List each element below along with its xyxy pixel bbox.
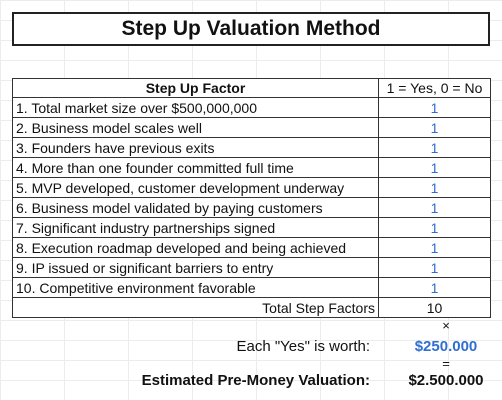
factor-label: 8. Execution roadmap developed and being… (12, 237, 379, 258)
worth-value[interactable]: $250.000 (414, 338, 478, 355)
page-title: Step Up Valuation Method (12, 12, 490, 46)
total-row: Total Step Factors 10 (12, 297, 491, 318)
factor-value[interactable]: 1 (378, 237, 491, 258)
factor-label: 10. Competitive environment favorable (12, 277, 379, 298)
factor-value[interactable]: 1 (378, 257, 491, 278)
table-row: 4. More than one founder committed full … (12, 157, 491, 178)
equals-symbol: = (442, 356, 450, 371)
table-row: 5. MVP developed, customer development u… (12, 177, 491, 198)
header-value: 1 = Yes, 0 = No (378, 78, 491, 98)
factor-value[interactable]: 1 (378, 137, 491, 158)
factor-label: 5. MVP developed, customer development u… (12, 177, 379, 198)
estimate-value: $2.500.000 (408, 372, 484, 389)
table-row: 9. IP issued or significant barriers to … (12, 257, 491, 278)
header-factor: Step Up Factor (12, 78, 379, 98)
table-row: 3. Founders have previous exits 1 (12, 137, 491, 158)
factor-label: 9. IP issued or significant barriers to … (12, 257, 379, 278)
factor-value[interactable]: 1 (378, 277, 491, 298)
table-row: 8. Execution roadmap developed and being… (12, 237, 491, 258)
table-row: 1. Total market size over $500,000,000 1 (12, 97, 491, 118)
factor-label: 7. Significant industry partnerships sig… (12, 217, 379, 238)
estimate-label: Estimated Pre-Money Valuation: (141, 372, 370, 389)
multiply-symbol: × (442, 318, 450, 333)
factor-label: 4. More than one founder committed full … (12, 157, 379, 178)
factor-value[interactable]: 1 (378, 197, 491, 218)
factor-label: 1. Total market size over $500,000,000 (12, 97, 379, 118)
factor-value[interactable]: 1 (378, 117, 491, 138)
table-row: 2. Business model scales well 1 (12, 117, 491, 138)
factor-value[interactable]: 1 (378, 97, 491, 118)
worth-label: Each "Yes" is worth: (236, 338, 371, 355)
table-row: 6. Business model validated by paying cu… (12, 197, 491, 218)
table-row: 7. Significant industry partnerships sig… (12, 217, 491, 238)
factor-value[interactable]: 1 (378, 217, 491, 238)
factor-label: 2. Business model scales well (12, 117, 379, 138)
total-label: Total Step Factors (12, 297, 379, 318)
factor-value[interactable]: 1 (378, 157, 491, 178)
total-value: 10 (378, 297, 491, 318)
factor-label: 6. Business model validated by paying cu… (12, 197, 379, 218)
step-up-factors-table: Step Up Factor 1 = Yes, 0 = No 1. Total … (12, 78, 491, 318)
factor-value[interactable]: 1 (378, 177, 491, 198)
table-row: 10. Competitive environment favorable 1 (12, 277, 491, 298)
table-header-row: Step Up Factor 1 = Yes, 0 = No (12, 78, 491, 98)
factor-label: 3. Founders have previous exits (12, 137, 379, 158)
